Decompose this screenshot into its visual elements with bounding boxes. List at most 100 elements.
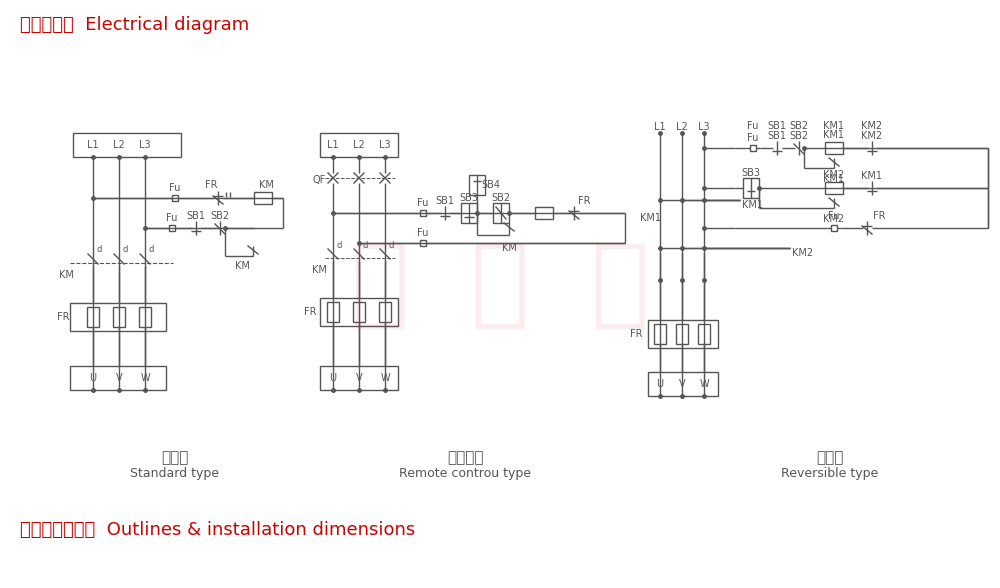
Bar [379, 302, 391, 322]
Bar [70, 366, 166, 390]
Text: 带远控型: 带远控型 [447, 450, 483, 466]
Text: L1: L1 [327, 140, 339, 150]
Text: KM2: KM2 [861, 121, 883, 131]
Text: d: d [122, 246, 128, 255]
Text: L3: L3 [139, 140, 151, 150]
Text: L2: L2 [113, 140, 125, 150]
Text: Remote controu type: Remote controu type [399, 467, 531, 480]
Text: U: U [656, 379, 664, 389]
Text: L1: L1 [654, 122, 666, 132]
Text: 塔  客  思: 塔 客 思 [351, 239, 649, 332]
Text: SB1: SB1 [768, 131, 786, 141]
Bar [676, 324, 688, 344]
Bar [648, 372, 718, 396]
Text: SB2: SB2 [210, 211, 230, 221]
Text: SB3: SB3 [742, 168, 761, 178]
Text: L3: L3 [379, 140, 391, 150]
Text: L1: L1 [87, 140, 99, 150]
Bar [139, 307, 151, 327]
Bar [750, 145, 756, 151]
Bar [825, 142, 843, 154]
Text: KM1: KM1 [742, 200, 763, 210]
Text: SB1: SB1 [436, 196, 454, 206]
Text: d: d [148, 246, 154, 255]
Text: FR: FR [578, 196, 590, 206]
Text: FR: FR [304, 307, 316, 317]
Text: L3: L3 [698, 122, 710, 132]
Text: SB1: SB1 [768, 121, 786, 131]
Text: SB2: SB2 [789, 121, 809, 131]
Text: SB2: SB2 [491, 193, 511, 203]
Text: U: U [329, 373, 337, 383]
Bar [353, 302, 365, 322]
Bar [320, 133, 398, 157]
Text: d: d [388, 240, 394, 249]
Text: KM: KM [259, 180, 273, 190]
Text: FR: FR [630, 329, 642, 339]
Text: Fu: Fu [417, 198, 429, 208]
Bar [825, 182, 843, 194]
Text: U: U [89, 373, 97, 383]
Text: Fu: Fu [417, 228, 429, 238]
Text: Standard type: Standard type [130, 467, 220, 480]
Bar [73, 133, 181, 157]
Text: KM1: KM1 [824, 121, 844, 131]
Text: Fu: Fu [828, 211, 840, 221]
Bar [87, 307, 99, 327]
Text: V: V [679, 379, 685, 389]
Text: Fu: Fu [169, 183, 181, 193]
Bar [654, 324, 666, 344]
Text: 电气原理图  Electrical diagram: 电气原理图 Electrical diagram [20, 16, 249, 34]
Text: Fu: Fu [747, 133, 759, 143]
Text: KM2: KM2 [823, 170, 845, 180]
Text: KM: KM [312, 265, 326, 275]
Text: KM1: KM1 [824, 174, 844, 184]
Text: QF: QF [312, 175, 326, 185]
Text: d: d [362, 240, 368, 249]
Bar [327, 302, 339, 322]
Text: KM: KM [59, 270, 73, 280]
Bar [698, 324, 710, 344]
Text: FR: FR [57, 312, 69, 322]
Text: SB4: SB4 [482, 180, 501, 190]
Text: FR: FR [205, 180, 217, 190]
Bar [172, 195, 178, 201]
Text: KM2: KM2 [861, 131, 883, 141]
Text: V: V [356, 373, 362, 383]
Text: KM2: KM2 [792, 248, 813, 258]
Text: d: d [96, 246, 102, 255]
Text: d: d [336, 240, 342, 249]
Bar [493, 203, 509, 223]
Text: KM: KM [235, 261, 249, 271]
Bar [535, 207, 553, 219]
Text: Fu: Fu [747, 121, 759, 131]
Text: KM2: KM2 [823, 214, 845, 224]
Bar [420, 210, 426, 216]
Text: SB2: SB2 [789, 131, 809, 141]
Text: W: W [380, 373, 390, 383]
Bar [113, 307, 125, 327]
Text: FR: FR [873, 211, 885, 221]
Text: 外形及安装尺寸  Outlines & installation dimensions: 外形及安装尺寸 Outlines & installation dimensio… [20, 521, 415, 539]
Bar [831, 225, 837, 231]
Text: KM1: KM1 [640, 213, 661, 223]
Text: KM: KM [502, 243, 516, 253]
Text: SB3: SB3 [460, 193, 479, 203]
Text: KM1: KM1 [824, 130, 844, 140]
Bar [320, 366, 398, 390]
Text: Reversible type: Reversible type [781, 467, 879, 480]
Bar [420, 240, 426, 246]
Bar [320, 298, 398, 326]
Bar [461, 203, 477, 223]
Bar [169, 225, 175, 231]
Text: 可逆型: 可逆型 [816, 450, 844, 466]
Text: W: W [140, 373, 150, 383]
Text: 标准型: 标准型 [161, 450, 189, 466]
Text: L2: L2 [676, 122, 688, 132]
Text: KM1: KM1 [862, 171, 883, 181]
Bar [469, 175, 485, 195]
Text: SB1: SB1 [186, 211, 206, 221]
Text: Fu: Fu [166, 213, 178, 223]
Bar [648, 320, 718, 348]
Text: W: W [699, 379, 709, 389]
